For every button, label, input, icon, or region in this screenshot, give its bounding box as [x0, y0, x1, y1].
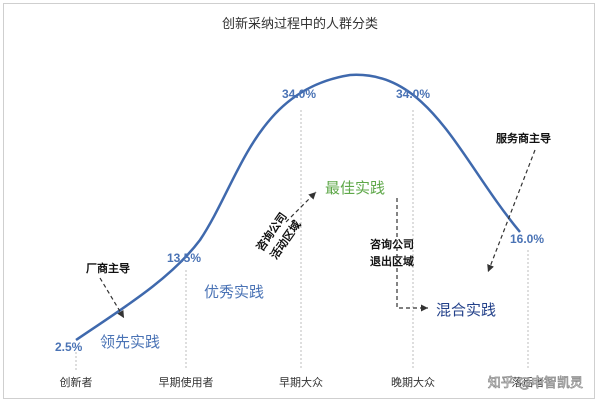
watermark: 知乎 @中智凯灵 — [488, 375, 583, 391]
dashed-arrows — [99, 149, 536, 319]
diagram-title: 创新采纳过程中的人群分类 — [222, 16, 378, 32]
driver-service-provider: 服务商主导 — [496, 131, 551, 145]
segment-value-early-adopters: 13.5% — [167, 251, 201, 265]
segment-label-innovators: 创新者 — [60, 375, 93, 389]
segment-label-early-majority: 早期大众 — [279, 375, 323, 389]
arrow-manufacturer-to-leading — [99, 277, 125, 319]
segment-value-innovators: 2.5% — [55, 340, 83, 354]
arrow-service-provider-to-mixed — [487, 149, 536, 273]
adoption-curve — [75, 73, 521, 342]
arrow-best-to-mixed — [396, 198, 428, 312]
segment-label-late-majority: 晚期大众 — [391, 375, 435, 389]
segment-guide-lines — [75, 110, 529, 370]
segment-label-early-adopters: 早期使用者 — [159, 376, 214, 389]
arrow-consulting-to-best — [285, 191, 317, 223]
practice-excellent: 优秀实践 — [204, 283, 264, 301]
practice-best: 最佳实践 — [325, 179, 385, 197]
segment-value-early-majority: 34.0% — [282, 87, 316, 101]
driver-consulting-exit-line1: 咨询公司 — [370, 237, 414, 251]
segment-value-late-majority: 34.0% — [396, 87, 430, 101]
driver-manufacturer: 厂商主导 — [86, 261, 130, 275]
segment-label-laggards: 落后者 — [512, 376, 545, 389]
segment-value-laggards: 16.0% — [510, 232, 544, 246]
driver-consulting-exit-line2: 退出区域 — [370, 254, 414, 268]
practice-mixed: 混合实践 — [436, 301, 496, 319]
practice-leading: 领先实践 — [100, 333, 160, 351]
